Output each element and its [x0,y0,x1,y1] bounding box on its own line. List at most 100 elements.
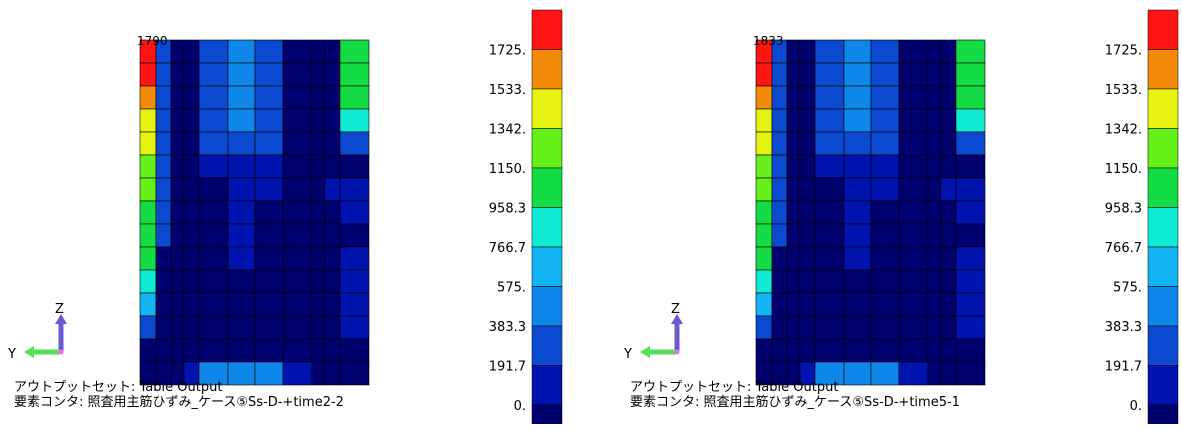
mesh-element [139,85,157,110]
legend-label: 958.3 [489,202,526,217]
mesh-element [170,62,185,87]
mesh-element [771,85,788,110]
mesh-element [771,315,788,340]
mesh-element [814,131,845,156]
mesh-element [254,269,284,294]
mesh-element [940,292,957,317]
legend-label: 383.3 [489,320,526,335]
mesh-element [183,108,200,133]
mesh-element [139,108,157,133]
mesh-element [282,177,313,202]
mesh-element [324,315,341,340]
mesh-element [955,269,986,294]
mesh-element [324,269,341,294]
mesh-element [155,246,172,271]
mesh-element [870,246,900,271]
z-axis-arrowhead [55,314,67,324]
mesh-element [940,246,957,271]
mesh-element [311,131,326,156]
mesh-element [254,62,284,87]
mesh-element [170,39,185,64]
mesh-element [139,315,157,340]
mesh-element [339,177,370,202]
mesh-element [198,200,229,225]
legend-swatch [531,128,563,169]
mesh-element [786,200,801,225]
mesh-element [183,223,200,248]
legend-swatch [1147,325,1179,366]
mesh-element [227,200,256,225]
mesh-element [311,177,326,202]
mesh-element [183,338,200,363]
mesh-element [755,108,773,133]
mesh-element [170,223,185,248]
legend-label: 1533. [1105,83,1142,98]
mesh-element [198,315,229,340]
mesh-element [843,154,872,179]
mesh-element [311,292,326,317]
mesh-element [927,62,942,87]
legend-label: 383.3 [1105,320,1142,335]
mesh-element [814,85,845,110]
mesh-element [282,246,313,271]
mesh-element [198,338,229,363]
mesh-element [282,108,313,133]
y-axis-label: Y [623,347,632,362]
mesh-element [843,108,872,133]
mesh-element [771,154,788,179]
legend-label: 0. [514,399,526,414]
mesh-element [254,85,284,110]
mesh-element [843,200,872,225]
mesh-element [786,154,801,179]
mesh-element [955,361,986,386]
legend-swatch [1147,286,1179,327]
mesh-element [311,62,326,87]
mesh-element [155,177,172,202]
caption-1: アウトプットセット: Table Output 要素コンタ: 照査用主筋ひずみ_… [14,380,344,410]
mesh-element [898,200,929,225]
mesh-element [814,269,845,294]
mesh-element [282,315,313,340]
mesh-element [955,85,986,110]
mesh-element [799,131,816,156]
mesh-element [282,338,313,363]
mesh-element [282,154,313,179]
mesh-element [339,246,370,271]
mesh-element [771,223,788,248]
mesh-element [155,338,172,363]
mesh-element [927,131,942,156]
mesh-element [324,292,341,317]
mesh-element [814,223,845,248]
mesh-element [339,223,370,248]
mesh-element [198,108,229,133]
mesh-element [170,154,185,179]
mesh-element [898,39,929,64]
mesh-element [755,269,773,294]
mesh-element [955,246,986,271]
mesh-element [927,269,942,294]
mesh-element [139,62,157,87]
mesh-element [870,62,900,87]
mesh-element [786,338,801,363]
mesh-element [799,269,816,294]
mesh-element [227,131,256,156]
mesh-element [799,223,816,248]
mesh-element [183,200,200,225]
mesh-element [339,361,370,386]
mesh-element [254,39,284,64]
mesh-element [311,154,326,179]
mesh-element [339,315,370,340]
mesh-element [870,292,900,317]
legend-label: 766.7 [489,241,526,256]
axis-origin [674,349,680,355]
axis-origin [58,349,64,355]
legend-label: 1150. [1105,162,1142,177]
mesh-element [339,39,370,64]
legend-swatch [531,49,563,90]
mesh-element [183,246,200,271]
mesh-element [170,200,185,225]
mesh-element [155,200,172,225]
mesh-element [870,200,900,225]
mesh-element [799,200,816,225]
mesh-element [170,246,185,271]
